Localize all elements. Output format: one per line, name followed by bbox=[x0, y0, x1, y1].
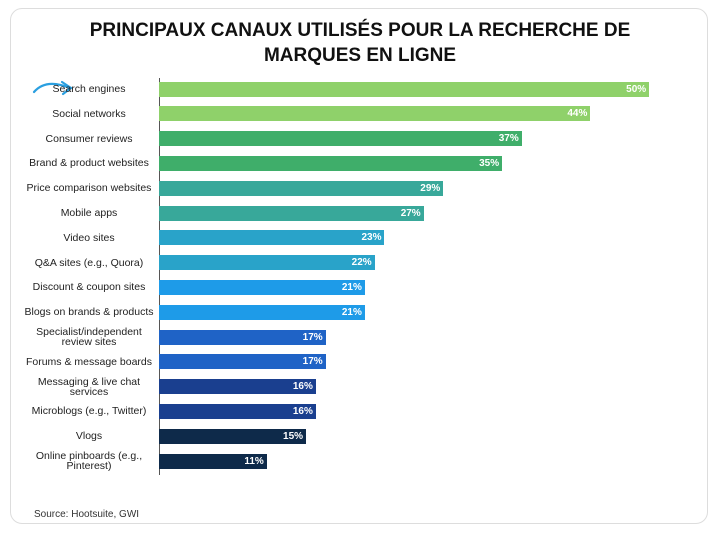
y-tick-label: Vlogs bbox=[75, 430, 103, 443]
value-label: 35% bbox=[479, 157, 500, 169]
bar: 17% bbox=[159, 354, 326, 370]
value-label: 17% bbox=[302, 331, 323, 343]
y-tick-label: Social networks bbox=[52, 107, 126, 120]
bar: 15% bbox=[159, 428, 307, 444]
bar: 21% bbox=[159, 279, 365, 295]
value-label: 29% bbox=[420, 182, 441, 194]
value-label: 23% bbox=[361, 232, 382, 244]
card bbox=[10, 8, 708, 524]
y-tick-label: Forums & message boards bbox=[25, 355, 153, 368]
value-label: 50% bbox=[626, 83, 647, 95]
bar: 35% bbox=[159, 155, 503, 171]
y-tick-label: Specialist/independent review sites bbox=[36, 326, 142, 348]
source: Source: Hootsuite, GWI bbox=[34, 509, 140, 520]
chart-title: PRINCIPAUX CANAUX UTILISÉS POUR LA RECHE… bbox=[89, 20, 631, 66]
value-label: 17% bbox=[302, 356, 323, 368]
y-tick-label: Search engines bbox=[52, 83, 126, 95]
bar: 17% bbox=[159, 329, 326, 345]
value-label: 16% bbox=[292, 381, 313, 393]
y-tick-label: Discount & coupon sites bbox=[32, 281, 146, 294]
bar: 16% bbox=[159, 403, 316, 419]
y-tick-label: Video sites bbox=[63, 231, 115, 244]
bar: 37% bbox=[159, 131, 522, 147]
y-tick-label: Price comparison websites bbox=[26, 182, 152, 195]
y-tick-label: Online pinboards (e.g., Pinterest) bbox=[35, 450, 143, 472]
value-label: 22% bbox=[351, 257, 372, 269]
bar: 22% bbox=[159, 255, 375, 271]
value-label: 21% bbox=[341, 306, 362, 318]
value-label: 11% bbox=[244, 455, 264, 467]
axis-line bbox=[159, 78, 160, 475]
bar: 44% bbox=[159, 106, 591, 122]
bar: 16% bbox=[159, 379, 316, 395]
y-tick-label: Brand & product websites bbox=[29, 157, 149, 170]
y-tick-label: Blogs on brands & products bbox=[24, 306, 154, 319]
value-label: 16% bbox=[292, 405, 313, 417]
y-tick-label: Microblogs (e.g., Twitter) bbox=[31, 405, 147, 418]
arrow-icon bbox=[32, 80, 73, 96]
bar: 29% bbox=[159, 180, 444, 196]
bar: 27% bbox=[159, 205, 424, 221]
value-label: 44% bbox=[567, 108, 588, 120]
bar: 23% bbox=[159, 230, 385, 246]
value-label: 27% bbox=[400, 207, 421, 219]
y-tick-label: Mobile apps bbox=[60, 207, 118, 219]
bar: 21% bbox=[159, 304, 365, 320]
bar: 11% bbox=[159, 453, 267, 469]
bar: 50% bbox=[159, 81, 650, 97]
y-tick-label: Q&A sites (e.g., Quora) bbox=[34, 256, 144, 269]
y-tick-label: Consumer reviews bbox=[45, 132, 133, 145]
value-label: 37% bbox=[498, 133, 519, 145]
value-label: 21% bbox=[341, 281, 362, 293]
value-label: 15% bbox=[283, 430, 304, 442]
y-tick-label: Messaging & live chat services bbox=[37, 375, 141, 398]
